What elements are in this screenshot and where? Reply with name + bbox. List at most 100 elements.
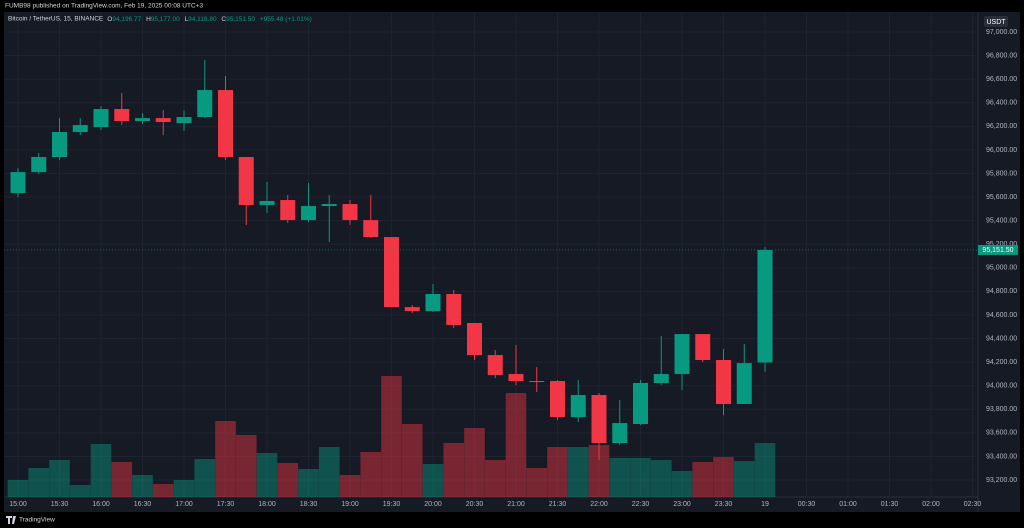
volume-bar <box>754 443 776 497</box>
candle-body <box>591 395 607 444</box>
x-tick-label: 22:30 <box>632 501 650 508</box>
y-tick-label: 96,800.00 <box>986 52 1017 59</box>
y-tick-label: 95,000.00 <box>986 265 1017 272</box>
volume-bar <box>671 471 693 497</box>
candle-body <box>93 109 109 128</box>
low-value: 94,118.80 <box>188 16 217 23</box>
currency-badge <box>984 16 1008 27</box>
candle-body <box>633 382 648 425</box>
volume-bar <box>111 462 133 497</box>
y-tick-label: 94,000.00 <box>986 383 1017 390</box>
candle-body <box>72 125 88 133</box>
x-tick-label: 02:30 <box>964 501 982 508</box>
plot-background <box>4 12 1020 512</box>
candle-body <box>135 118 150 122</box>
x-tick-label: 02:00 <box>922 501 940 508</box>
volume-bar <box>339 475 361 497</box>
candle-body <box>52 132 67 158</box>
brand: TradingView <box>19 517 55 524</box>
volume-bar <box>464 428 485 497</box>
x-tick-label: 00:30 <box>798 501 816 508</box>
y-tick-label: 93,400.00 <box>986 453 1017 460</box>
candle-body <box>404 307 420 312</box>
x-tick-label: 20:30 <box>466 501 484 508</box>
x-tick-label: 01:00 <box>839 501 857 508</box>
volume-bar <box>215 421 236 497</box>
published-note: FUMB98 published on TradingView.com, Feb… <box>5 3 203 10</box>
volume-bar <box>7 480 29 497</box>
candle-body <box>155 118 171 122</box>
x-tick-label: 18:30 <box>300 501 318 508</box>
y-tick-label: 96,600.00 <box>986 76 1017 83</box>
volume-bar <box>650 460 672 497</box>
volume-bar <box>277 463 299 497</box>
volume-bar <box>194 459 216 497</box>
candle-body <box>550 380 565 418</box>
ohlc-legend: O94,196.77 H95,177.00 L94,118.80 C95,151… <box>107 16 312 23</box>
logo-icon <box>6 516 16 524</box>
volume-bar <box>69 485 91 497</box>
x-tick-label: 23:30 <box>715 501 733 508</box>
y-tick-label: 96,200.00 <box>986 123 1017 130</box>
open-value: 94,196.77 <box>112 16 141 23</box>
volume-bar <box>381 376 402 497</box>
y-tick-label: 97,000.00 <box>986 29 1017 36</box>
volume-bar <box>588 445 610 497</box>
y-tick-label: 95,600.00 <box>986 194 1017 201</box>
candle-body <box>757 249 773 363</box>
y-tick-label: 93,800.00 <box>986 406 1017 413</box>
volume-bar <box>547 447 568 497</box>
y-tick-label: 94,200.00 <box>986 359 1017 366</box>
high-value: 95,177.00 <box>151 16 180 23</box>
candle-body <box>384 237 399 308</box>
volume-bar <box>567 447 589 497</box>
last-price-label: 95,151.50 <box>982 247 1013 254</box>
y-tick-label: 96,000.00 <box>986 147 1017 154</box>
candle-body <box>612 423 628 444</box>
volume-bar <box>132 475 153 497</box>
x-tick-label: 22:00 <box>590 501 608 508</box>
open-label: O <box>107 16 112 23</box>
y-tick-label: 95,800.00 <box>986 170 1017 177</box>
x-tick-label: 21:00 <box>507 501 525 508</box>
x-tick-label: 23:00 <box>673 501 691 508</box>
volume-bar <box>90 444 112 497</box>
x-tick-label: 19 <box>761 501 769 508</box>
x-tick-label: 15:30 <box>51 501 69 508</box>
close-label: C <box>221 16 226 23</box>
last-price-badge <box>978 244 1018 255</box>
candle-body <box>301 206 316 221</box>
candle-body <box>674 334 690 375</box>
volume-bar <box>692 462 714 497</box>
volume-bar <box>360 452 382 497</box>
volume-bar <box>318 447 340 497</box>
candle-body <box>10 172 26 194</box>
candle-body <box>425 293 441 312</box>
y-tick-label: 93,600.00 <box>986 430 1017 437</box>
currency: USDT <box>986 19 1006 26</box>
volume-bar <box>401 424 423 497</box>
x-tick-label: 15:00 <box>9 501 27 508</box>
candle-body <box>114 109 130 122</box>
candle-body <box>653 374 669 383</box>
volume-bar <box>713 457 734 497</box>
candle-body <box>176 117 192 124</box>
candle-body <box>529 380 545 383</box>
x-tick-label: 17:30 <box>217 501 235 508</box>
candle-body <box>446 293 462 325</box>
candle-body <box>280 200 296 221</box>
volume-bar <box>443 443 465 497</box>
candle-body <box>716 360 731 404</box>
volume-bar <box>28 468 50 497</box>
candle-body <box>259 200 275 205</box>
volume-bar <box>630 458 651 497</box>
y-tick-label: 94,400.00 <box>986 335 1017 342</box>
y-tick-label: 94,600.00 <box>986 312 1017 319</box>
volume-bar <box>505 393 527 497</box>
y-tick-label: 95,400.00 <box>986 218 1017 225</box>
x-tick-label: 16:00 <box>92 501 110 508</box>
y-tick-label: 93,200.00 <box>986 477 1017 484</box>
y-tick-label: 95,200.00 <box>986 241 1017 248</box>
marks <box>4 60 978 497</box>
x-tick-label: 18:00 <box>258 501 276 508</box>
